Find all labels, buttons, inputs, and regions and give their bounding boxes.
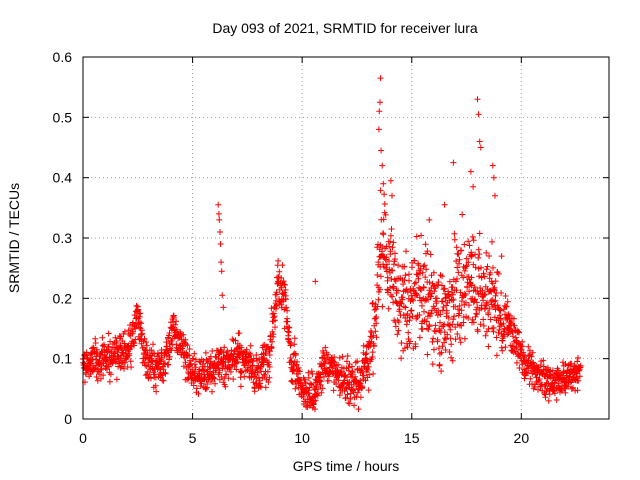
y-tick-label: 0.1 [53,351,73,367]
x-tick-label: 10 [294,430,310,446]
y-tick-label: 0.2 [53,290,73,306]
y-tick-label: 0.3 [53,230,73,246]
y-tick-label: 0 [64,411,72,427]
y-tick-label: 0.5 [53,109,73,125]
y-axis-label: SRMTID / TECUs [6,183,22,293]
tick-labels: 0 0.1 0.2 0.3 0.4 0.5 0.6 0 5 10 15 20 [53,49,530,446]
y-tick-label: 0.6 [53,49,73,65]
x-axis-label: GPS time / hours [293,458,400,474]
x-tick-label: 20 [514,430,530,446]
x-tick-label: 5 [189,430,197,446]
x-tick-label: 15 [404,430,420,446]
plot-frame [82,56,610,420]
chart-title: Day 093 of 2021, SRMTID for receiver lur… [212,20,478,36]
x-tick-label: 0 [79,430,87,446]
grid-lines [83,57,609,419]
y-tick-label: 0.4 [53,170,73,186]
